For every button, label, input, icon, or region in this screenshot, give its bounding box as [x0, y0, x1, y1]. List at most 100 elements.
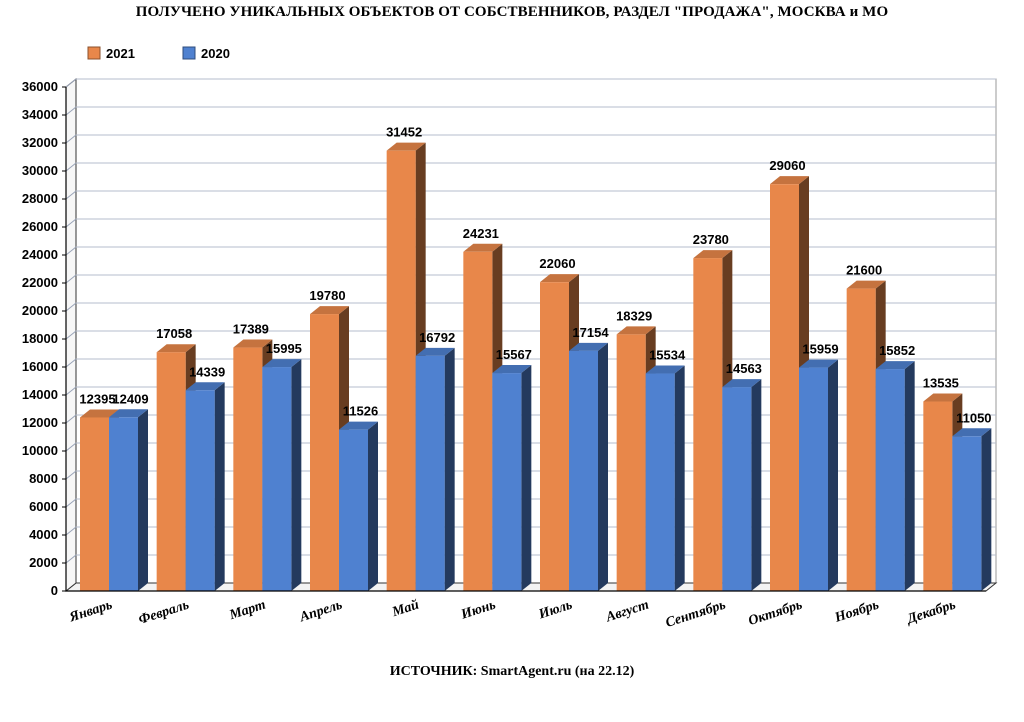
gridlines — [65, 78, 996, 564]
bar-front — [722, 387, 752, 591]
data-label-2021: 18329 — [616, 308, 652, 323]
x-tick-label: Сентябрь — [664, 598, 728, 631]
bar-front — [616, 334, 646, 591]
bar-front — [386, 150, 416, 591]
y-tick-label: 18000 — [22, 331, 58, 346]
y-tick-label: 10000 — [22, 443, 58, 458]
bar-side — [904, 361, 915, 591]
y-tick-label: 22000 — [22, 275, 58, 290]
gridline — [65, 78, 77, 88]
bar-top — [799, 359, 838, 368]
bar-front — [846, 288, 876, 591]
data-label-2021: 22060 — [539, 256, 575, 271]
bar-2020 — [645, 365, 685, 591]
bar-side — [521, 365, 532, 591]
bar-front — [233, 347, 263, 591]
bar-top — [492, 365, 532, 374]
bar-side — [751, 379, 762, 591]
y-tick-label: 26000 — [22, 219, 58, 234]
gridline — [65, 330, 77, 340]
y-tick-label: 0 — [51, 583, 58, 598]
bar-side — [444, 347, 455, 591]
bar-side — [214, 382, 225, 591]
bar-front — [492, 373, 522, 591]
bar-2020 — [799, 359, 838, 591]
source-note: ИСТОЧНИК: SmartAgent.ru (на 22.12) — [389, 664, 635, 679]
data-label-2020: 17154 — [572, 325, 609, 340]
bar-top — [415, 347, 455, 356]
x-tick-label: Февраль — [137, 598, 191, 628]
bar-2020 — [952, 428, 992, 591]
bar-side — [828, 359, 838, 591]
data-label-2020: 15852 — [879, 343, 915, 358]
gridline — [65, 218, 77, 228]
legend-swatch-2021 — [87, 46, 101, 60]
bar-front — [339, 429, 368, 591]
chart-title: ПОЛУЧЕНО УНИКАЛЬНЫХ ОБЪЕКТОВ ОТ СОБСТВЕН… — [135, 4, 889, 20]
data-label-2020: 15995 — [266, 341, 302, 356]
bar-front — [463, 251, 493, 592]
x-tick-label: Ноябрь — [832, 598, 881, 627]
y-tick-label: 14000 — [22, 387, 58, 402]
bar-front — [799, 367, 828, 591]
gridline — [65, 442, 77, 452]
data-label-2020: 11526 — [343, 404, 378, 419]
y-tick-label: 36000 — [22, 79, 58, 94]
gridline — [65, 470, 77, 480]
bar-2020 — [109, 409, 148, 591]
bar-side — [291, 359, 302, 591]
bar-top — [722, 379, 762, 388]
bar-front — [875, 369, 905, 591]
gridline — [65, 498, 77, 508]
bar-front — [770, 184, 799, 591]
gridline — [65, 554, 77, 564]
bar-front — [693, 258, 723, 591]
bars — [80, 142, 992, 592]
gridline — [65, 162, 77, 172]
bar-top — [185, 382, 225, 391]
bar-front — [310, 314, 339, 591]
y-tick-label: 34000 — [22, 107, 58, 122]
bar-front — [923, 401, 953, 591]
gridline — [65, 274, 77, 284]
y-tick-label: 30000 — [22, 163, 58, 178]
data-label-2020: 16792 — [419, 330, 455, 345]
data-label-2020: 12409 — [112, 391, 148, 406]
y-tick-label: 8000 — [29, 471, 58, 486]
bar-front — [109, 417, 138, 591]
gridline — [65, 358, 77, 368]
y-tick-label: 20000 — [22, 303, 58, 318]
data-label-2021: 17389 — [233, 322, 269, 337]
bar-top — [262, 359, 302, 368]
bar-top — [310, 306, 349, 315]
bar-2020 — [339, 421, 378, 591]
data-label-2020: 14563 — [726, 361, 762, 376]
bar-top — [386, 142, 426, 151]
bar-top — [875, 361, 915, 370]
bar-top — [339, 421, 378, 430]
data-label-2021: 21600 — [846, 263, 882, 278]
data-label-2021: 12395 — [79, 391, 115, 406]
bar-front — [415, 355, 445, 591]
bar-front — [540, 282, 569, 591]
bar-side — [598, 342, 608, 591]
bar-side — [138, 409, 148, 591]
bar-top — [80, 409, 119, 418]
bar-front — [952, 436, 982, 591]
bar-front — [185, 390, 215, 591]
legend-label-2021: 2021 — [106, 46, 135, 61]
bar-top — [156, 344, 196, 353]
gridline — [65, 386, 77, 396]
bar-top — [952, 428, 992, 437]
bar-top — [923, 393, 963, 402]
bar-2020 — [185, 382, 225, 591]
bar-top — [463, 243, 503, 252]
x-tick-label: Июль — [536, 598, 574, 623]
data-label-2021: 31452 — [386, 125, 422, 140]
y-axis: 0 2000 4000 6000 8000 10000 12000 14000 16000 180… — [22, 79, 67, 598]
bar-side — [368, 421, 378, 591]
bar-top — [846, 280, 886, 289]
data-label-2021: 17058 — [156, 326, 192, 341]
bar-front — [569, 350, 598, 591]
